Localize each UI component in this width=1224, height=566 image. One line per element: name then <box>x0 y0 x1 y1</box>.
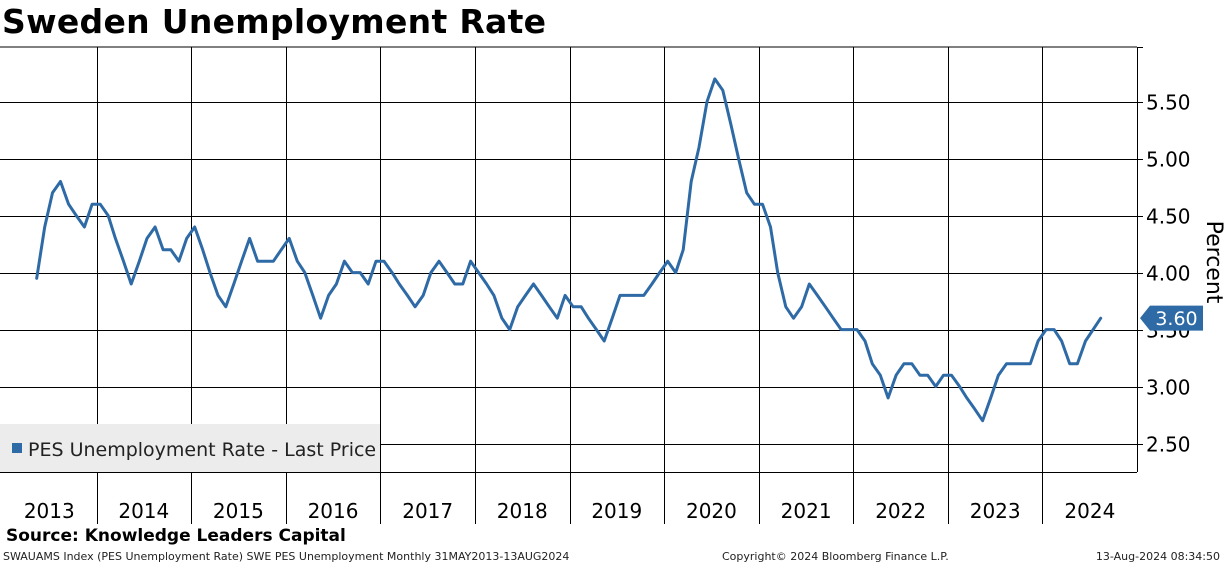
axes: 2.503.003.504.004.505.005.50201320142015… <box>0 47 1191 524</box>
x-tick-label: 2022 <box>875 499 926 523</box>
legend-swatch <box>12 443 22 453</box>
y-tick-label: 4.50 <box>1146 205 1191 229</box>
grid-lines <box>0 46 1137 472</box>
chart-title: Sweden Unemployment Rate <box>2 2 547 41</box>
series-line-group <box>35 77 1103 423</box>
series-line <box>35 77 1103 423</box>
legend-box <box>0 424 380 472</box>
x-tick-label: 2014 <box>118 499 169 523</box>
x-tick-label: 2021 <box>781 499 832 523</box>
x-tick-label: 2018 <box>497 499 548 523</box>
x-tick-label: 2023 <box>970 499 1021 523</box>
footer-copyright: Copyright© 2024 Bloomberg Finance L.P. <box>722 550 949 563</box>
legend-label: PES Unemployment Rate - Last Price <box>28 439 376 461</box>
x-tick-label: 2020 <box>686 499 737 523</box>
x-tick-label: 2013 <box>24 499 75 523</box>
legend: PES Unemployment Rate - Last Price <box>0 424 380 472</box>
y-tick-label: 4.00 <box>1146 262 1191 286</box>
x-tick-label: 2024 <box>1064 499 1115 523</box>
last-value-badge-shape <box>1140 305 1203 331</box>
x-tick-label: 2015 <box>213 499 264 523</box>
y-tick-label: 5.00 <box>1146 148 1191 172</box>
footer-timestamp: 13-Aug-2024 08:34:50 <box>1095 550 1220 563</box>
last-value-badge: 3.60 <box>1140 305 1203 331</box>
last-value-label: 3.60 <box>1155 308 1197 330</box>
y-axis-label: Percent <box>1201 221 1224 304</box>
y-tick-label: 3.00 <box>1146 376 1191 400</box>
y-tick-label: 5.50 <box>1146 91 1191 115</box>
y-tick-label: 2.50 <box>1146 433 1191 457</box>
footer-index-info: SWAUAMS Index (PES Unemployment Rate) SW… <box>3 550 570 563</box>
x-tick-label: 2017 <box>402 499 453 523</box>
source-note: Source: Knowledge Leaders Capital <box>6 526 346 546</box>
x-tick-label: 2016 <box>308 499 359 523</box>
x-tick-label: 2019 <box>591 499 642 523</box>
